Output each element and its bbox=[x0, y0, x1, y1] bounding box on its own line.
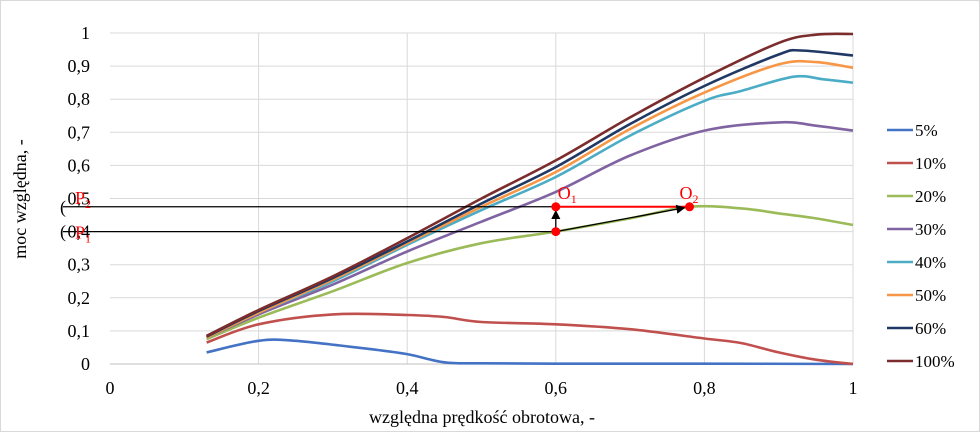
legend-label: 5% bbox=[915, 121, 938, 140]
y-tick-label: 0,6 bbox=[68, 155, 91, 175]
point-base bbox=[551, 227, 561, 237]
o1-label: O1 bbox=[558, 183, 577, 206]
cut-tick-label-p2: ( bbox=[60, 197, 66, 218]
x-tick-label: 0,2 bbox=[247, 378, 270, 398]
y-tick-label: 1 bbox=[81, 23, 90, 43]
point-o2 bbox=[685, 202, 695, 212]
y-tick-label: 0,5 bbox=[68, 189, 91, 209]
x-tick-label: 1 bbox=[849, 378, 858, 398]
o2-label: O2 bbox=[680, 183, 699, 206]
x-axis-title: względna prędkość obrotowa, - bbox=[369, 407, 595, 427]
legend-label: 40% bbox=[915, 253, 946, 272]
y-axis-title: moc względna, - bbox=[10, 139, 30, 258]
x-tick-label: 0,4 bbox=[396, 378, 419, 398]
series-line-40pct bbox=[206, 74, 854, 339]
cut-tick-label-p1: ( bbox=[60, 222, 66, 243]
legend-label: 30% bbox=[915, 220, 946, 239]
point-o1 bbox=[551, 202, 561, 212]
y-tick-label: 0,3 bbox=[68, 255, 91, 275]
y-tick-label: 0,7 bbox=[68, 122, 91, 142]
legend: 5% 10% 20% 30% 40% 50% 60% 100% bbox=[887, 121, 955, 371]
axes: 0 0,2 0,4 0,6 0,8 100,10,20,30,40,50,60,70,80… bbox=[68, 23, 858, 398]
annotation-layer: ( ( P1 P2 O1 O2 bbox=[60, 183, 699, 246]
p1-label: P1 bbox=[75, 223, 91, 246]
series-line-10pct bbox=[206, 312, 854, 366]
series-line-100pct bbox=[206, 32, 854, 338]
legend-label: 100% bbox=[915, 352, 955, 371]
y-tick-label: 0,2 bbox=[68, 288, 91, 308]
x-tick-label: 0,8 bbox=[693, 378, 716, 398]
x-tick-label: 0,6 bbox=[545, 378, 568, 398]
x-tick-label: 0 bbox=[106, 378, 115, 398]
series-line-30pct bbox=[206, 120, 854, 339]
legend-label: 10% bbox=[915, 154, 946, 173]
legend-label: 20% bbox=[915, 187, 946, 206]
legend-label: 50% bbox=[915, 286, 946, 305]
y-tick-label: 0,1 bbox=[68, 321, 91, 341]
y-tick-label: 0,9 bbox=[68, 56, 91, 76]
series-line-50pct bbox=[206, 59, 854, 339]
y-tick-label: 0 bbox=[81, 354, 90, 374]
y-tick-label: 0,8 bbox=[68, 89, 91, 109]
series-line-5pct bbox=[206, 338, 854, 366]
p2-label: P2 bbox=[75, 188, 91, 211]
arrow-to-o2 bbox=[555, 204, 686, 233]
legend-label: 60% bbox=[915, 319, 946, 338]
